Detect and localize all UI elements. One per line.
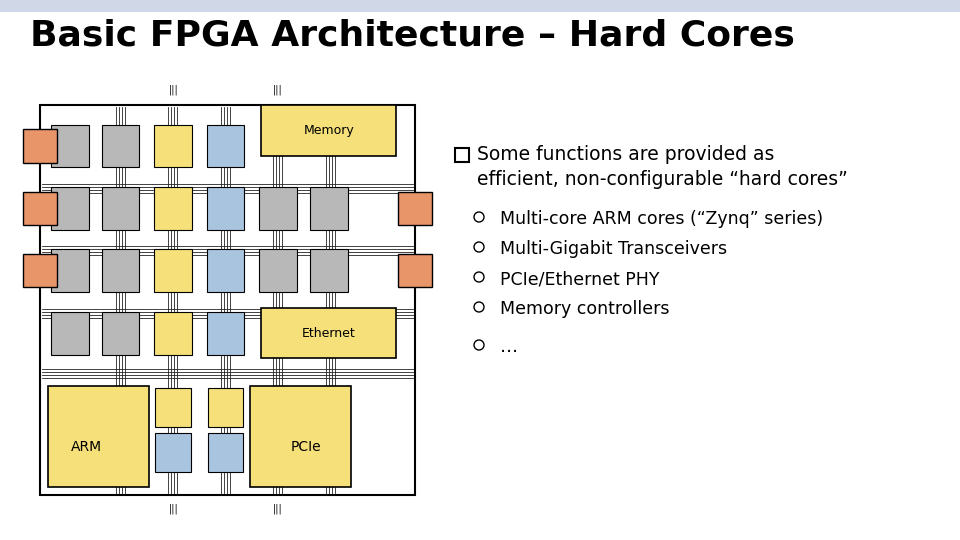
Text: Some functions are provided as: Some functions are provided as (477, 145, 775, 164)
Bar (398, 192, 432, 225)
Bar (102, 187, 139, 230)
Bar (259, 187, 297, 230)
Bar (23, 192, 57, 225)
Bar (206, 249, 245, 292)
Text: |||: ||| (274, 84, 283, 95)
Text: PCIe: PCIe (290, 440, 321, 454)
Bar (155, 125, 192, 167)
Bar (155, 187, 192, 230)
Bar (259, 249, 297, 292)
Bar (261, 105, 396, 156)
Bar (23, 130, 57, 163)
Bar (51, 125, 88, 167)
Text: Ethernet: Ethernet (301, 327, 355, 340)
Circle shape (474, 272, 484, 282)
Bar (261, 308, 396, 359)
Bar (102, 125, 139, 167)
Text: |||: ||| (168, 84, 178, 95)
Bar (155, 312, 192, 355)
Bar (310, 249, 348, 292)
Circle shape (474, 212, 484, 222)
Bar (51, 187, 88, 230)
Text: Multi-core ARM cores (“Zynq” series): Multi-core ARM cores (“Zynq” series) (500, 210, 823, 228)
Bar (207, 433, 244, 471)
Bar (47, 386, 149, 487)
Bar (206, 187, 245, 230)
Text: PCIe/Ethernet PHY: PCIe/Ethernet PHY (500, 270, 660, 288)
Text: Memory: Memory (303, 124, 354, 137)
Bar (102, 312, 139, 355)
Circle shape (474, 340, 484, 350)
Bar (206, 312, 245, 355)
Bar (455, 148, 469, 162)
Text: …: … (500, 338, 518, 356)
Text: |||: ||| (274, 503, 283, 514)
Bar (156, 433, 191, 471)
Bar (0, 0, 960, 12)
Text: |||: ||| (168, 503, 178, 514)
Text: Multi-Gigabit Transceivers: Multi-Gigabit Transceivers (500, 240, 727, 258)
Bar (156, 388, 191, 427)
Bar (155, 249, 192, 292)
Bar (206, 125, 245, 167)
Text: ARM: ARM (70, 440, 102, 454)
Bar (207, 388, 244, 427)
Text: efficient, non-configurable “hard cores”: efficient, non-configurable “hard cores” (477, 170, 848, 189)
Circle shape (474, 242, 484, 252)
Bar (40, 105, 415, 495)
Bar (23, 254, 57, 287)
Bar (310, 187, 348, 230)
Bar (102, 249, 139, 292)
Bar (250, 386, 351, 487)
Bar (51, 312, 88, 355)
Text: Basic FPGA Architecture – Hard Cores: Basic FPGA Architecture – Hard Cores (30, 18, 795, 52)
Bar (398, 254, 432, 287)
Circle shape (474, 302, 484, 312)
Text: Memory controllers: Memory controllers (500, 300, 669, 318)
Bar (51, 249, 88, 292)
